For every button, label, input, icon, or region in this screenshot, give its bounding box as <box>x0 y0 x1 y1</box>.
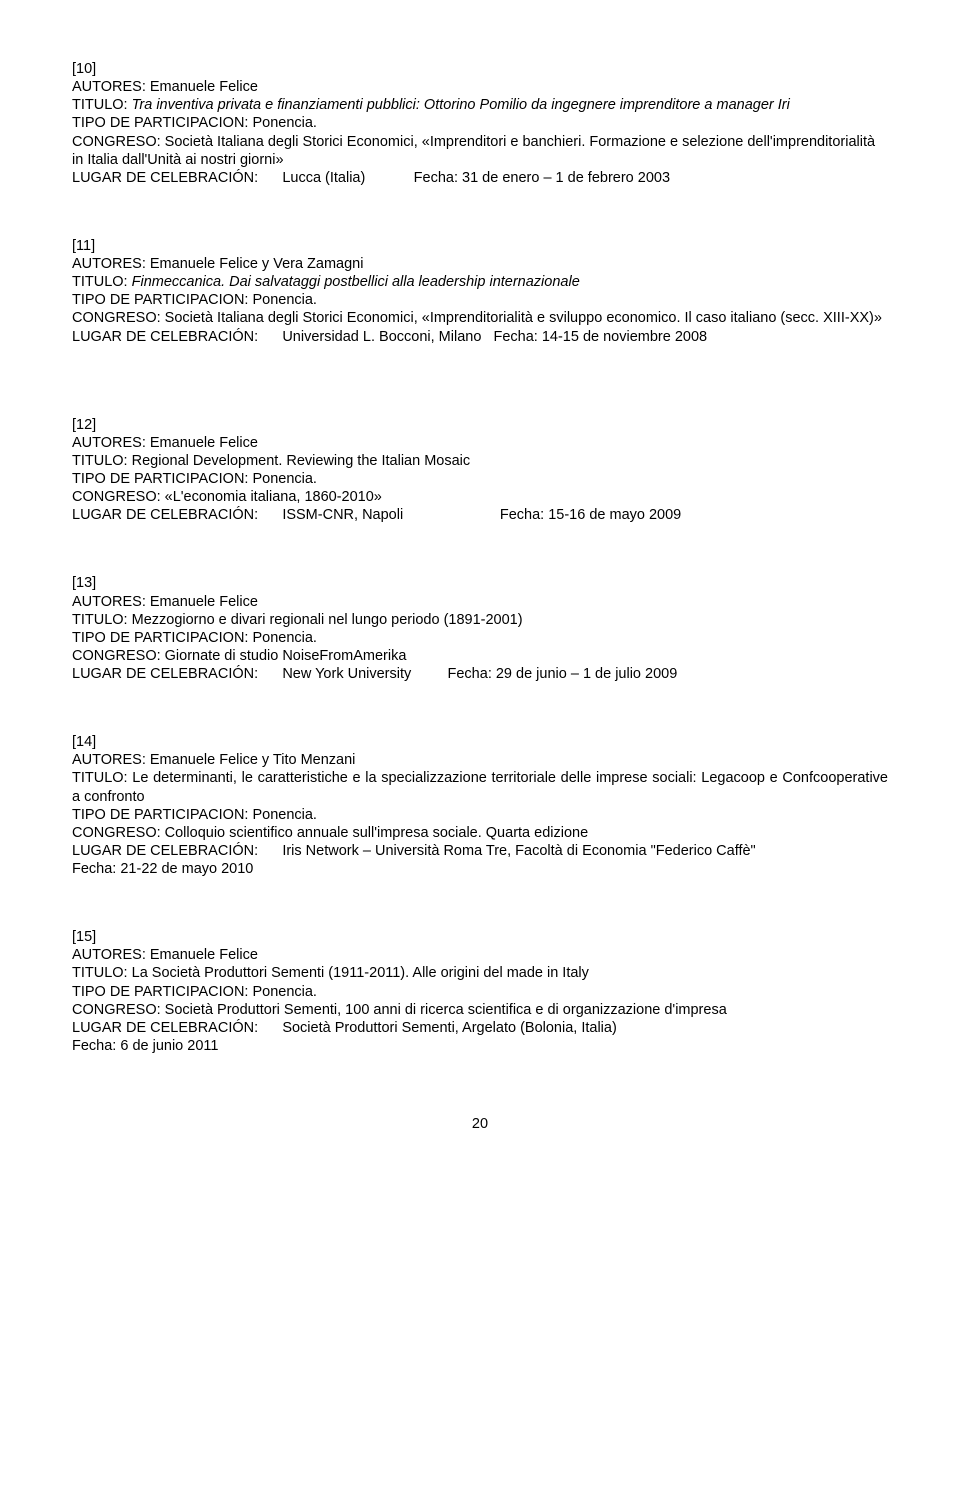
entry-num: [11] <box>72 237 888 255</box>
lugar-label: LUGAR DE CELEBRACIÓN: <box>72 329 258 345</box>
entry-13: [13] AUTORES: Emanuele Felice TITULO: Me… <box>72 574 888 683</box>
entry-title: TITULO: La Società Produttori Sementi (1… <box>72 964 888 982</box>
entry-title: TITULO: Mezzogiorno e divari regionali n… <box>72 611 888 629</box>
entry-12: [12] AUTORES: Emanuele Felice TITULO: Re… <box>72 416 888 525</box>
title-prefix: TITULO: <box>72 274 132 290</box>
entry-congreso: CONGRESO: Società Italiana degli Storici… <box>72 309 888 327</box>
entry-num: [12] <box>72 416 888 434</box>
title-plain: Regional Development. Reviewing the Ital… <box>132 453 471 469</box>
lugar-fecha: Fecha: 31 de enero – 1 de febrero 2003 <box>414 170 670 186</box>
entry-authors: AUTORES: Emanuele Felice y Vera Zamagni <box>72 255 888 273</box>
entry-15: [15] AUTORES: Emanuele Felice TITULO: La… <box>72 928 888 1055</box>
entry-lugar: LUGAR DE CELEBRACIÓN: Iris Network – Uni… <box>72 842 888 860</box>
entry-authors: AUTORES: Emanuele Felice <box>72 434 888 452</box>
lugar-place: ISSM-CNR, Napoli <box>282 507 403 523</box>
entry-title: TITULO: Le determinanti, le caratteristi… <box>72 769 888 805</box>
title-prefix: TITULO: <box>72 97 132 113</box>
lugar-place: Universidad L. Bocconi, Milano <box>282 329 481 345</box>
entry-lugar: LUGAR DE CELEBRACIÓN: ISSM-CNR, Napoli F… <box>72 506 888 524</box>
entry-title: TITULO: Finmeccanica. Dai salvataggi pos… <box>72 273 888 291</box>
lugar-label: LUGAR DE CELEBRACIÓN: <box>72 666 258 682</box>
entry-congreso: CONGRESO: Colloquio scientifico annuale … <box>72 824 888 842</box>
lugar-place: Lucca (Italia) <box>282 170 365 186</box>
title-plain: Mezzogiorno e divari regionali nel lungo… <box>132 612 523 628</box>
title-prefix: TITULO: <box>72 453 132 469</box>
page-number: 20 <box>72 1115 888 1133</box>
entry-num: [14] <box>72 733 888 751</box>
lugar-place: New York University <box>282 666 411 682</box>
entry-title: TITULO: Regional Development. Reviewing … <box>72 452 888 470</box>
entry-lugar: LUGAR DE CELEBRACIÓN: New York Universit… <box>72 665 888 683</box>
title-prefix: TITULO: <box>72 965 132 981</box>
title-italic: Tra inventiva privata e finanziamenti pu… <box>132 97 790 113</box>
entry-tipo: TIPO DE PARTICIPACION: Ponencia. <box>72 629 888 647</box>
entry-num: [15] <box>72 928 888 946</box>
entry-lugar: LUGAR DE CELEBRACIÓN: Società Produttori… <box>72 1019 888 1037</box>
entry-10: [10] AUTORES: Emanuele Felice TITULO: Tr… <box>72 60 888 187</box>
entry-tipo: TIPO DE PARTICIPACION: Ponencia. <box>72 983 888 1001</box>
lugar-label: LUGAR DE CELEBRACIÓN: <box>72 843 258 859</box>
entry-authors: AUTORES: Emanuele Felice <box>72 593 888 611</box>
entry-lugar: LUGAR DE CELEBRACIÓN: Lucca (Italia) Fec… <box>72 169 888 187</box>
entry-11: [11] AUTORES: Emanuele Felice y Vera Zam… <box>72 237 888 346</box>
lugar-fecha: Fecha: 14-15 de noviembre 2008 <box>493 329 707 345</box>
entry-14: [14] AUTORES: Emanuele Felice y Tito Men… <box>72 733 888 878</box>
entry-title: TITULO: Tra inventiva privata e finanzia… <box>72 96 888 114</box>
entry-tipo: TIPO DE PARTICIPACION: Ponencia. <box>72 114 888 132</box>
title-italic: Finmeccanica. Dai salvataggi postbellici… <box>132 274 580 290</box>
lugar-label: LUGAR DE CELEBRACIÓN: <box>72 507 258 523</box>
title-prefix: TITULO: <box>72 612 132 628</box>
entry-num: [13] <box>72 574 888 592</box>
title-plain: Le determinanti, le caratteristiche e la… <box>72 770 888 804</box>
entry-congreso: CONGRESO: Giornate di studio NoiseFromAm… <box>72 647 888 665</box>
lugar-label: LUGAR DE CELEBRACIÓN: <box>72 1020 258 1036</box>
entry-tipo: TIPO DE PARTICIPACION: Ponencia. <box>72 470 888 488</box>
lugar-fecha: Fecha: 29 de junio – 1 de julio 2009 <box>448 666 678 682</box>
entry-authors: AUTORES: Emanuele Felice <box>72 946 888 964</box>
entry-num: [10] <box>72 60 888 78</box>
entry-authors: AUTORES: Emanuele Felice y Tito Menzani <box>72 751 888 769</box>
title-prefix: TITULO: <box>72 770 132 786</box>
entry-fecha-line: Fecha: 21-22 de mayo 2010 <box>72 860 888 878</box>
lugar-place: Società Produttori Sementi, Argelato (Bo… <box>282 1020 616 1036</box>
entry-congreso: CONGRESO: «L'economia italiana, 1860-201… <box>72 488 888 506</box>
lugar-fecha: Fecha: 15-16 de mayo 2009 <box>500 507 681 523</box>
entry-fecha-line: Fecha: 6 de junio 2011 <box>72 1037 888 1055</box>
lugar-place: Iris Network – Università Roma Tre, Faco… <box>282 843 755 859</box>
entry-congreso: CONGRESO: Società Italiana degli Storici… <box>72 133 888 169</box>
entry-tipo: TIPO DE PARTICIPACION: Ponencia. <box>72 806 888 824</box>
entry-authors: AUTORES: Emanuele Felice <box>72 78 888 96</box>
entry-tipo: TIPO DE PARTICIPACION: Ponencia. <box>72 291 888 309</box>
title-plain: La Società Produttori Sementi (1911-2011… <box>132 965 589 981</box>
lugar-label: LUGAR DE CELEBRACIÓN: <box>72 170 258 186</box>
entry-congreso: CONGRESO: Società Produttori Sementi, 10… <box>72 1001 888 1019</box>
entry-lugar: LUGAR DE CELEBRACIÓN: Universidad L. Boc… <box>72 328 888 346</box>
